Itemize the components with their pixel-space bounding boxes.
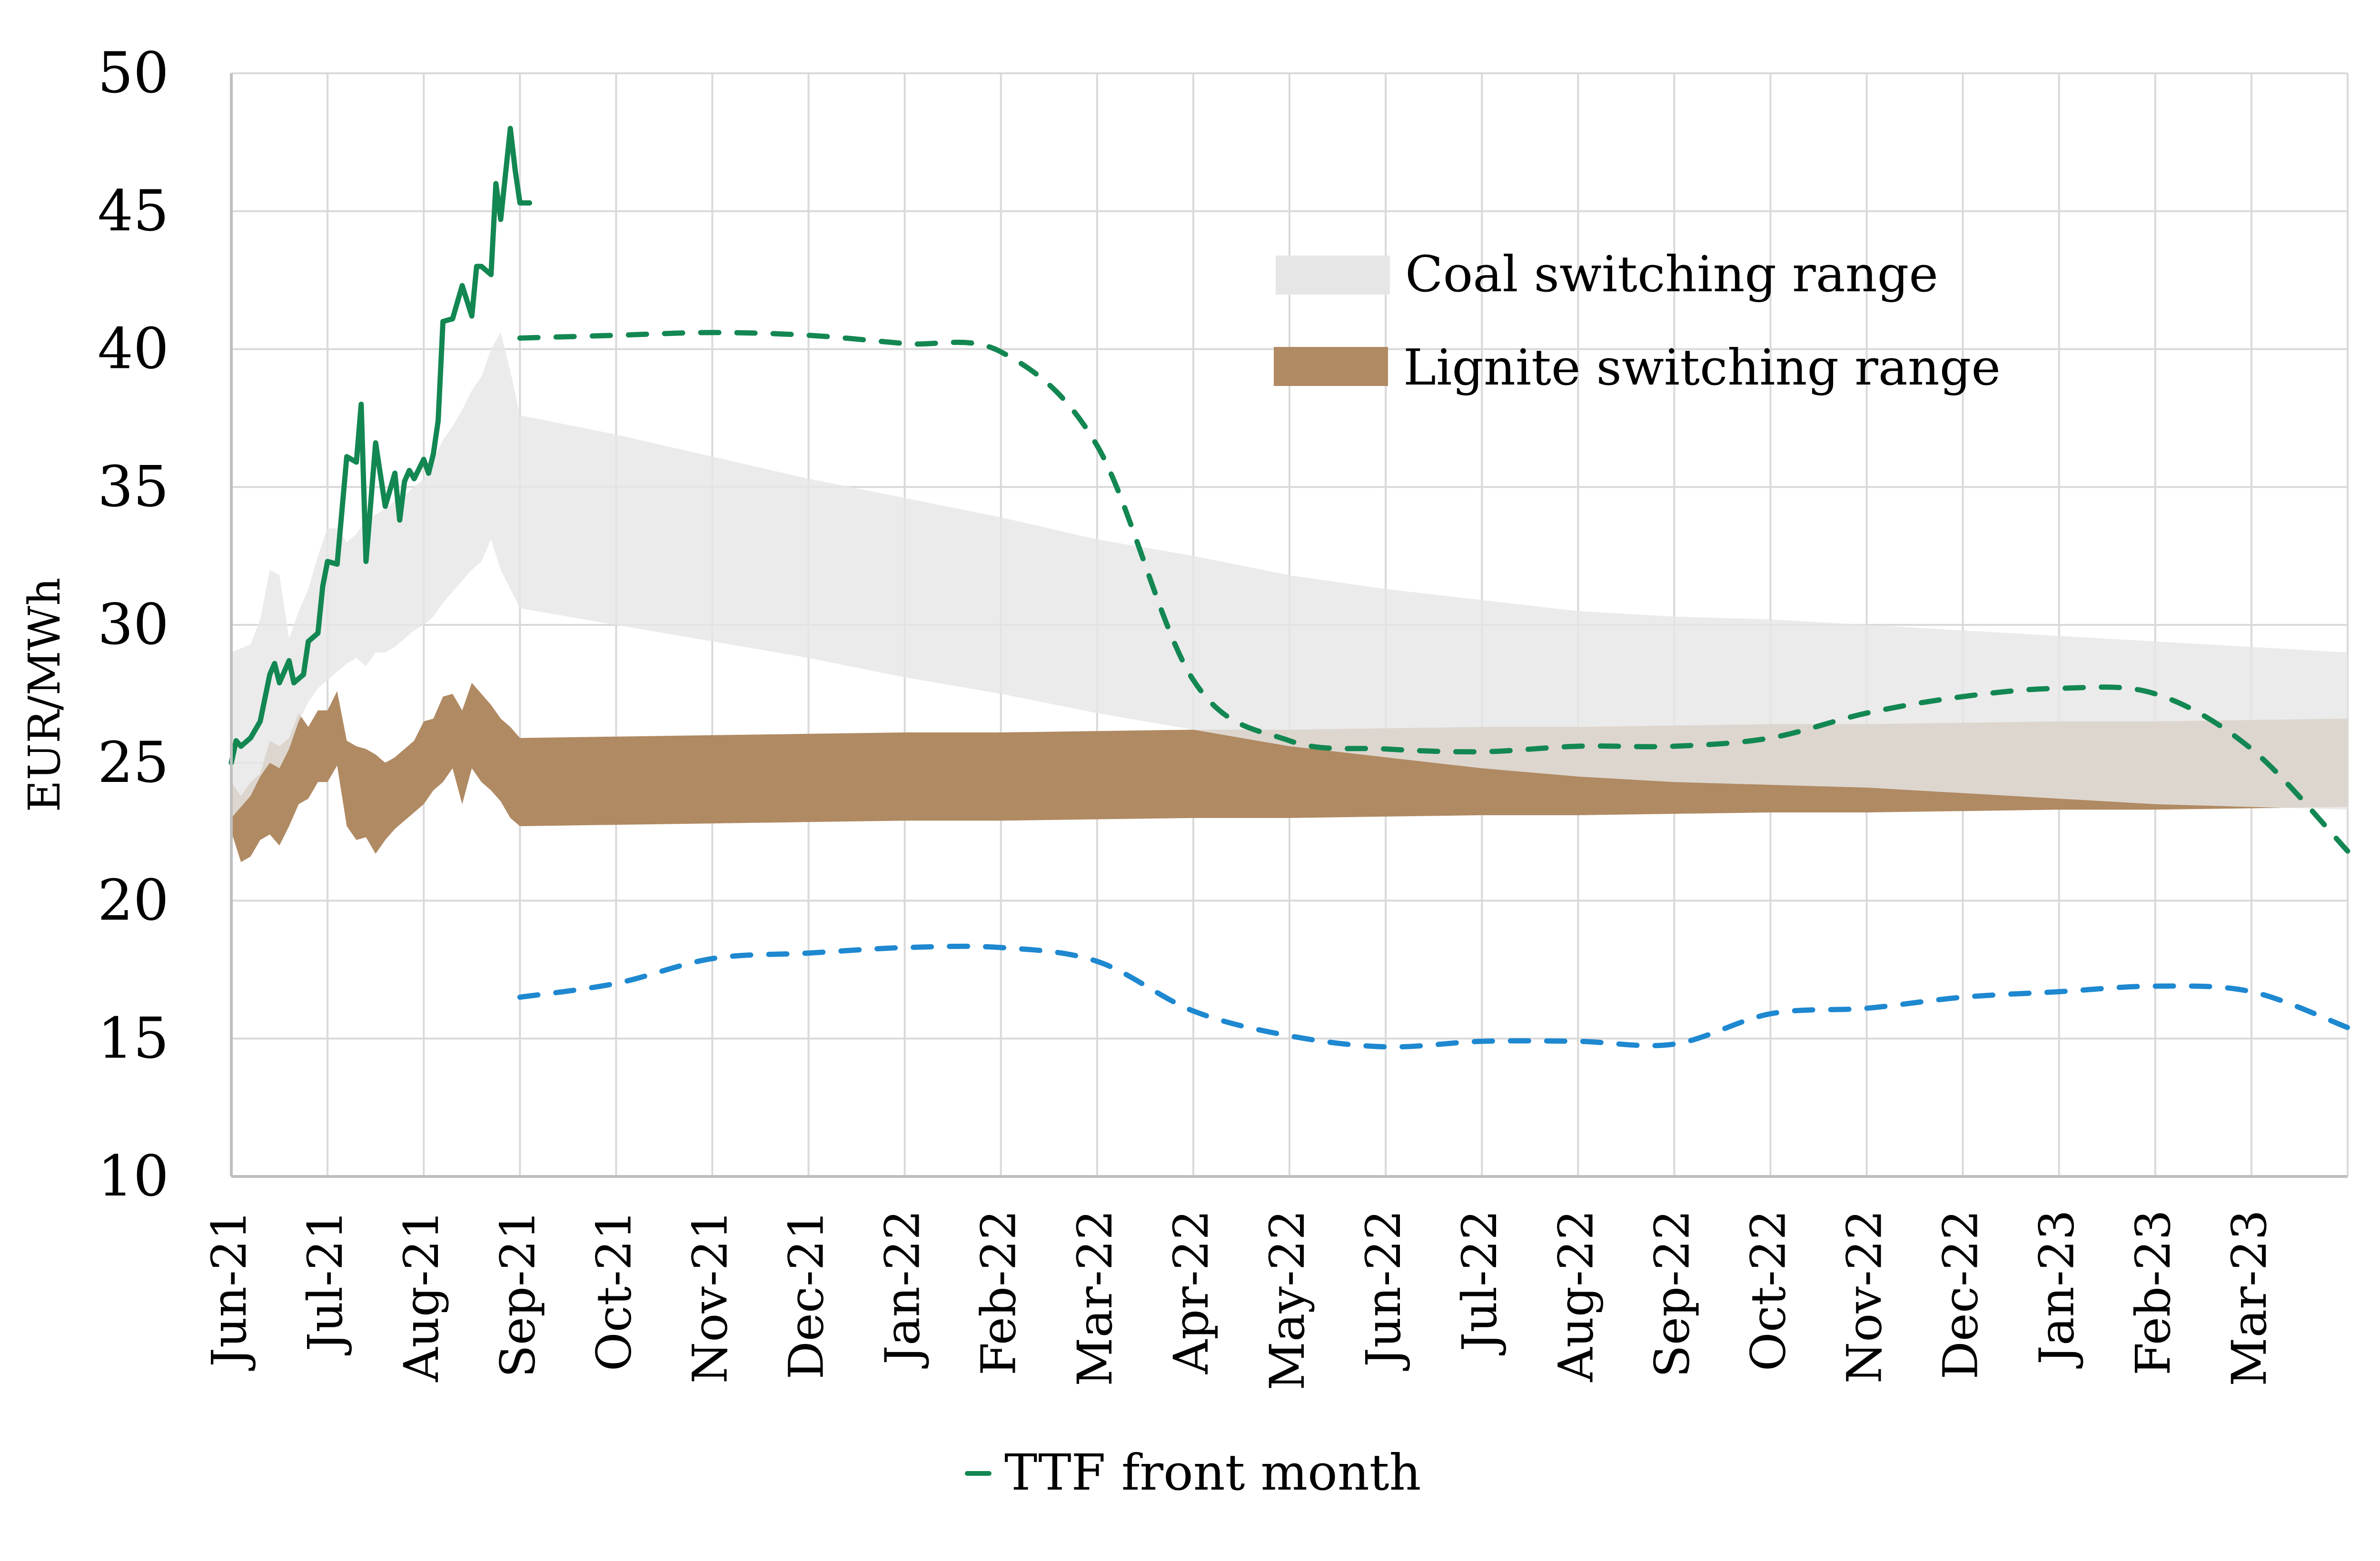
series-blue-forward — [517, 943, 2350, 1050]
x-tick-label: Dec-22 — [1933, 1210, 1989, 1379]
legend: Coal switching range Lignite switching r… — [1274, 245, 2001, 396]
x-tick-label: Apr-22 — [1163, 1210, 1219, 1374]
x-tick-label: Feb-23 — [2125, 1210, 2181, 1375]
x-tick-label: Mar-22 — [1067, 1210, 1123, 1386]
x-tick-label: Oct-22 — [1740, 1210, 1796, 1371]
x-tick-label: Aug-22 — [1548, 1210, 1604, 1383]
y-tick-label: 50 — [98, 40, 169, 106]
lines — [228, 126, 2350, 1050]
series-ttf-forward — [517, 330, 2350, 854]
x-tick-label: Jan-22 — [875, 1210, 931, 1369]
x-tick-label: Dec-21 — [779, 1210, 834, 1379]
x-tick-label: Jun-22 — [1356, 1210, 1411, 1371]
x-tick-label: Oct-21 — [586, 1210, 642, 1371]
y-tick-label: 40 — [98, 316, 169, 382]
x-tick-label: Nov-22 — [1837, 1210, 1893, 1383]
y-tick-labels: 10 15 20 25 30 35 40 45 50 — [98, 40, 169, 1209]
x-tick-label: Jul-22 — [1452, 1210, 1507, 1356]
band-coal — [231, 332, 2348, 818]
x-tick-label: Aug-21 — [394, 1210, 449, 1383]
y-tick-label: 25 — [98, 730, 169, 795]
bottom-legend: TTF front month — [965, 1443, 1421, 1502]
x-tick-label: Jan-23 — [2029, 1210, 2085, 1369]
y-tick-label: 20 — [98, 868, 169, 933]
x-tick-label: May-22 — [1259, 1210, 1315, 1391]
x-tick-label: Sep-21 — [490, 1210, 545, 1378]
y-tick-label: 10 — [98, 1143, 169, 1209]
axes — [230, 73, 2348, 1178]
legend-label-lignite: Lignite switching range — [1403, 338, 2001, 396]
y-tick-label: 45 — [98, 178, 169, 244]
legend-label-coal: Coal switching range — [1405, 245, 1938, 303]
legend-label-ttf: TTF front month — [1004, 1443, 1421, 1502]
legend-swatch-lignite — [1274, 347, 1388, 386]
legend-swatch-coal — [1276, 256, 1390, 295]
y-tick-label: 30 — [98, 592, 169, 657]
x-tick-label: Mar-23 — [2221, 1210, 2277, 1386]
x-tick-label: Jun-21 — [201, 1210, 257, 1371]
x-tick-labels: Jun-21 Jul-21 Aug-21 Sep-21 Oct-21 Nov-21 Dec-… — [201, 1210, 2277, 1391]
x-tick-label: Sep-22 — [1644, 1210, 1700, 1378]
x-tick-label: Jul-21 — [298, 1210, 353, 1356]
y-axis-title: EUR/MWh — [19, 578, 70, 812]
x-tick-label: Feb-22 — [971, 1210, 1027, 1375]
x-tick-label: Nov-21 — [682, 1210, 738, 1383]
series-ttf-front-month — [228, 126, 532, 766]
y-tick-label: 35 — [98, 454, 169, 519]
y-tick-label: 15 — [98, 1005, 169, 1071]
